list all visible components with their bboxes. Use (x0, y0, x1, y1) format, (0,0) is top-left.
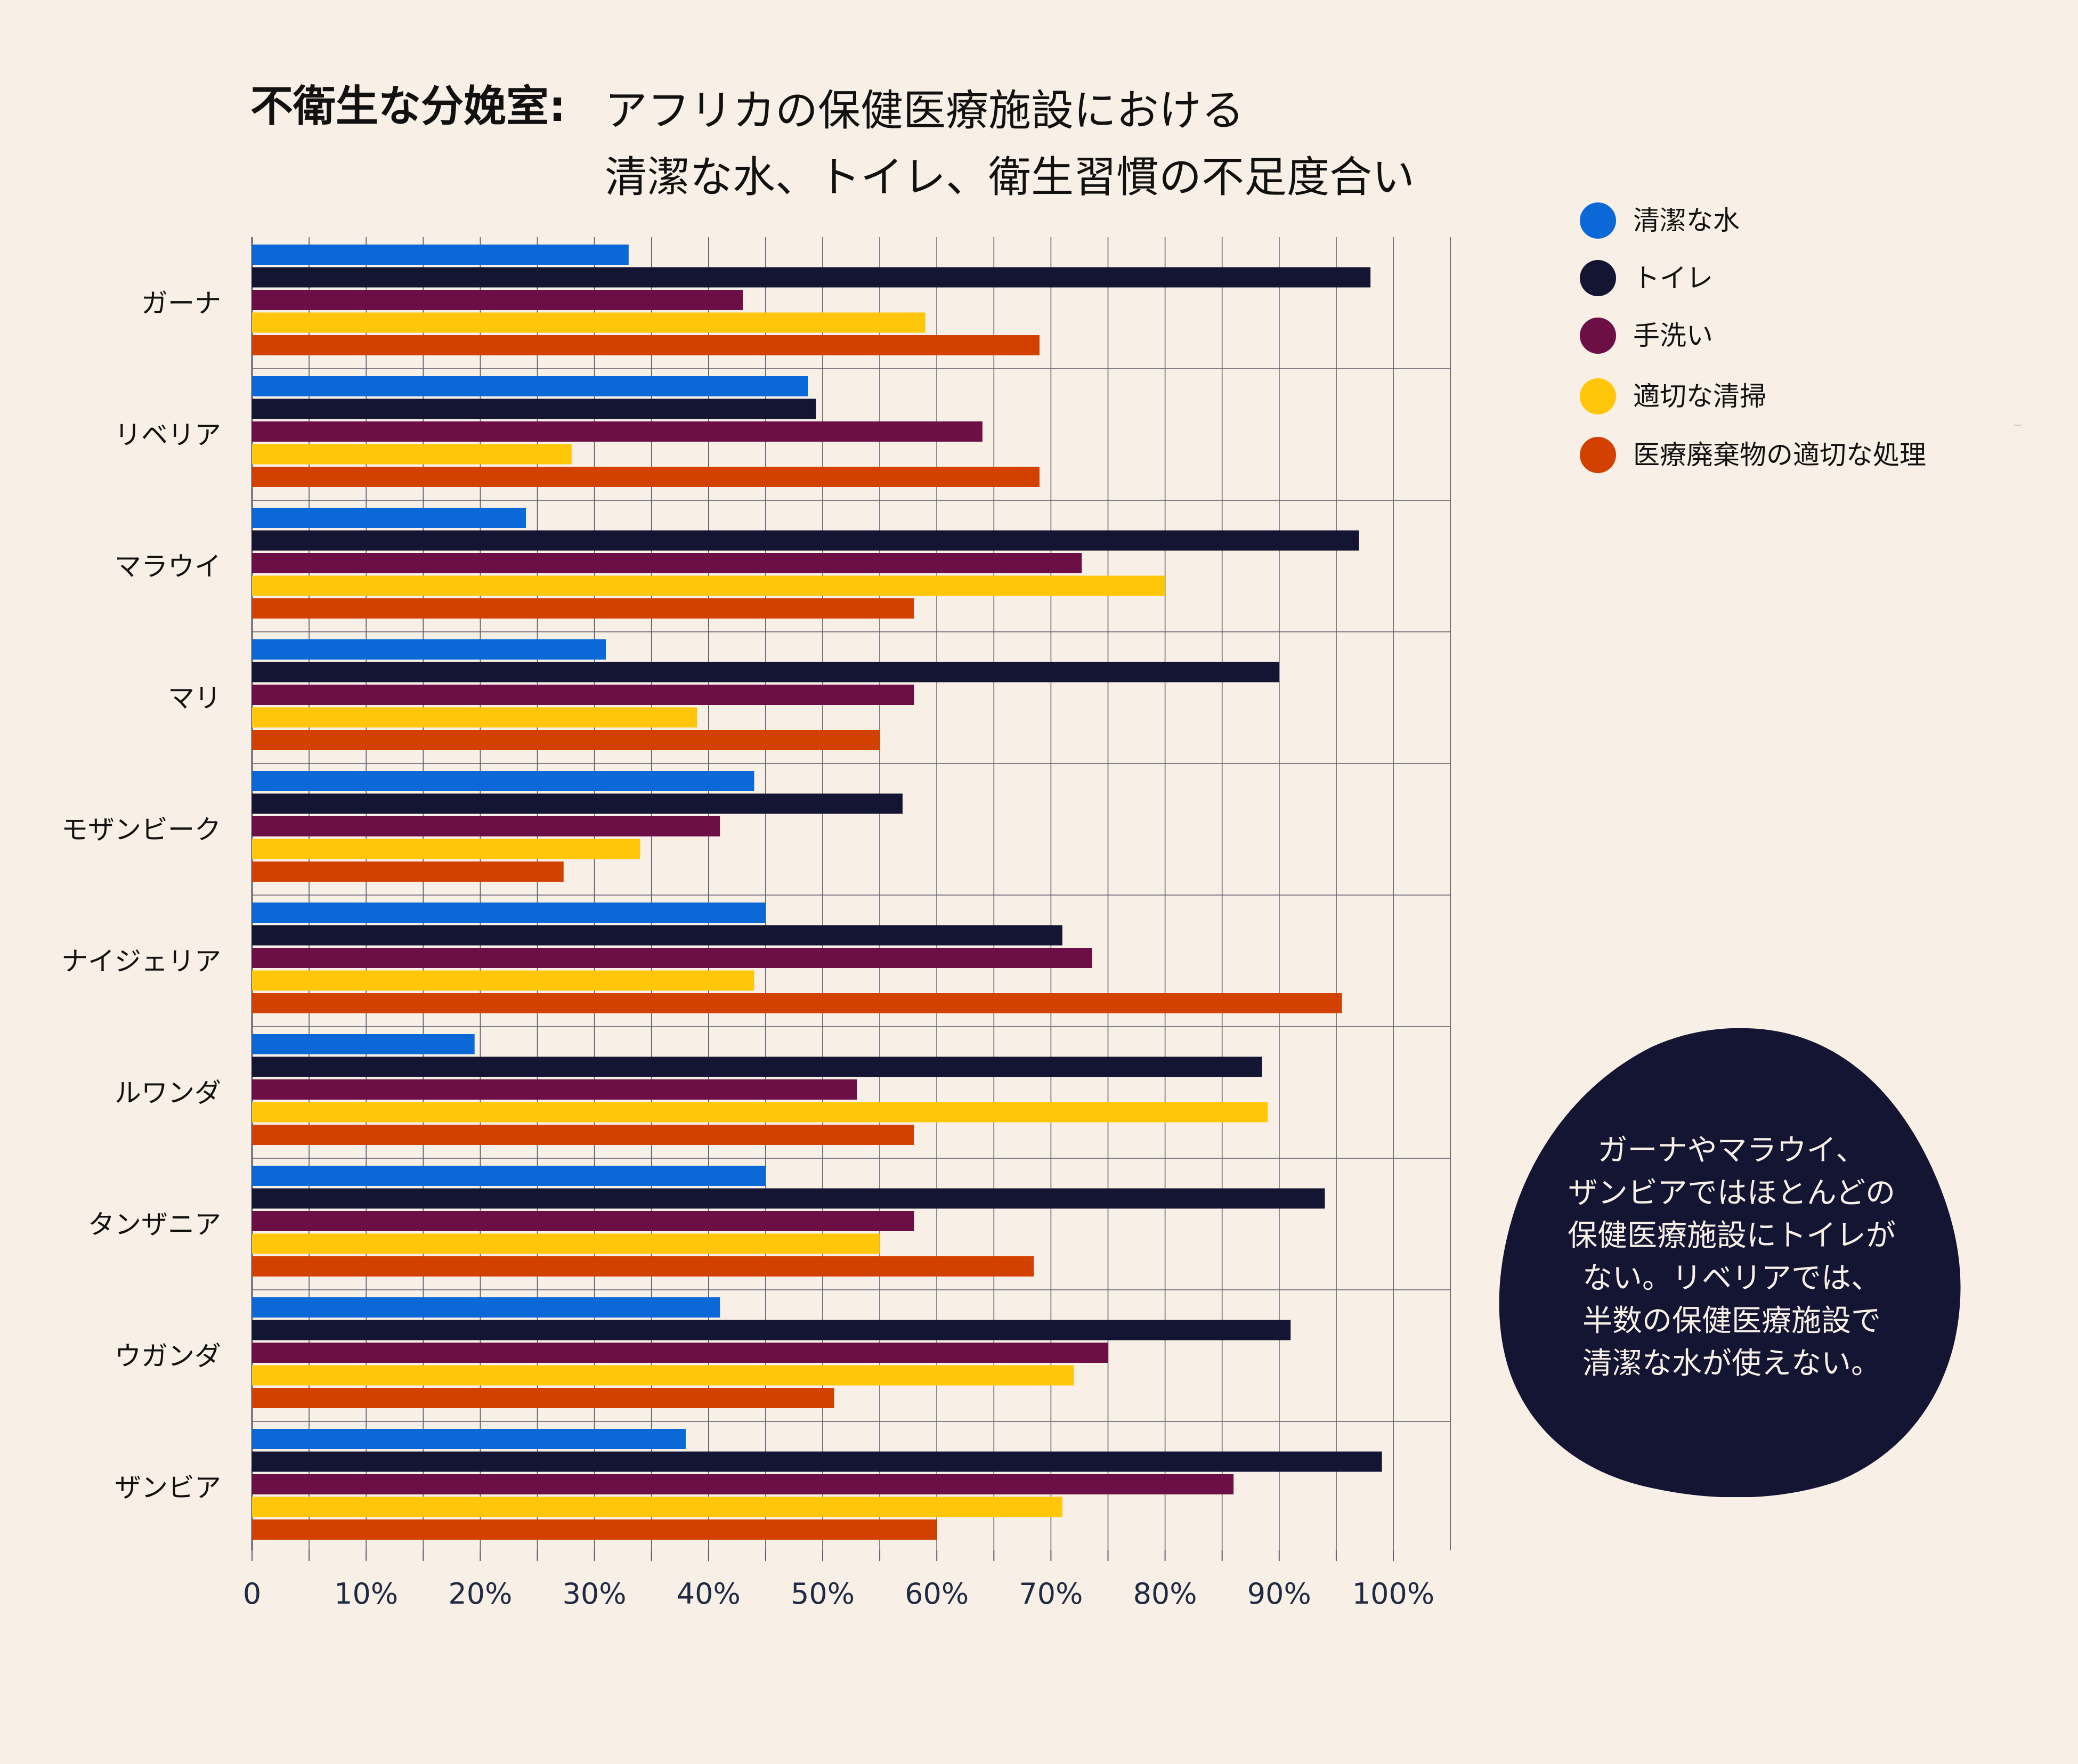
bar-5-2 (252, 467, 1040, 487)
bar-2-7 (252, 1056, 1262, 1077)
legend-dot-toilet (1580, 260, 1616, 296)
callout-blob-shape (1499, 1028, 1961, 1497)
bar-5-7 (252, 1125, 914, 1145)
x-tick-label: 100% (1352, 1577, 1434, 1611)
bar-5-6 (252, 993, 1342, 1013)
bar-1-6 (252, 903, 766, 923)
category-label: リベリア (115, 420, 221, 451)
bar-2-9 (252, 1320, 1291, 1340)
bar-3-10 (252, 1474, 1234, 1494)
bar-3-2 (252, 421, 983, 442)
bar-5-3 (252, 598, 914, 619)
bar-3-4 (252, 685, 914, 705)
bar-5-8 (252, 1256, 1034, 1277)
bar-2-4 (252, 662, 1279, 682)
x-tick-label: 10% (334, 1577, 398, 1611)
x-tick-label: 80% (1133, 1577, 1197, 1611)
legend-label-cleaning: 適切な清掃 (1633, 381, 1766, 412)
bar-1-5 (252, 771, 754, 791)
bar-4-1 (252, 312, 926, 333)
x-tick-label: 30% (563, 1577, 627, 1611)
x-tick-label: 50% (791, 1577, 855, 1611)
bar-4-2 (252, 444, 572, 465)
category-label: マリ (168, 683, 221, 714)
bar-3-9 (252, 1343, 1108, 1363)
legend-label-handwashing: 手洗い (1633, 320, 1713, 351)
bar-1-8 (252, 1166, 766, 1186)
category-label: ルワンダ (115, 1078, 221, 1109)
bar-2-3 (252, 530, 1359, 551)
category-label: ザンビア (115, 1473, 221, 1503)
bar-3-5 (252, 816, 720, 836)
x-tick-label: 60% (905, 1577, 969, 1611)
bar-1-1 (252, 245, 629, 265)
bar-4-7 (252, 1102, 1268, 1123)
title-line-2: 清潔な水、トイレ、衛生習慣の不足度合い (605, 152, 1415, 202)
bar-1-9 (252, 1297, 720, 1318)
category-label: ウガンダ (115, 1341, 221, 1372)
bar-2-1 (252, 267, 1371, 288)
bar-4-6 (252, 970, 754, 991)
bar-3-3 (252, 553, 1082, 573)
legend-dot-medical-waste (1580, 437, 1616, 473)
title-main: アフリカの保健医療施設における 清潔な水、トイレ、衛生習慣の不足度合い (605, 77, 1670, 210)
bar-2-8 (252, 1188, 1325, 1209)
x-tick-label: 90% (1247, 1577, 1311, 1611)
legend-label-clean-water: 清潔な水 (1633, 205, 1740, 236)
bar-3-8 (252, 1211, 914, 1231)
callout-bubble: ガーナやマラウイ、 ザンビアではほとんどの 保健医療施設にトイレが ない。リベリ… (1497, 1028, 1966, 1497)
bar-2-5 (252, 793, 903, 814)
decorative-dash (2014, 425, 2022, 426)
bar-1-4 (252, 639, 606, 660)
bar-4-8 (252, 1233, 880, 1254)
bar-5-1 (252, 335, 1040, 355)
bar-4-5 (252, 839, 640, 859)
bar-1-7 (252, 1034, 475, 1054)
x-tick-label: 20% (448, 1577, 512, 1611)
category-label: ナイジェリア (61, 946, 221, 977)
bar-3-6 (252, 948, 1092, 968)
bar-5-10 (252, 1519, 937, 1540)
legend-label-medical-waste: 医療廃棄物の適切な処理 (1633, 440, 1926, 470)
legend-dot-clean-water (1580, 202, 1616, 239)
title-line-1: アフリカの保健医療施設における (605, 86, 1244, 135)
bar-1-10 (252, 1429, 686, 1449)
bar-2-2 (252, 399, 816, 419)
x-tick-label: 70% (1019, 1577, 1083, 1611)
bar-3-1 (252, 290, 743, 310)
bar-4-9 (252, 1365, 1074, 1386)
bar-3-7 (252, 1079, 857, 1100)
callout-text: ガーナやマラウイ、 ザンビアではほとんどの 保健医療施設にトイレが ない。リベリ… (1568, 1133, 1896, 1381)
legend-dot-handwashing (1580, 318, 1616, 354)
category-label: タンザニア (88, 1209, 221, 1240)
legend-dot-cleaning (1580, 378, 1616, 414)
bar-4-10 (252, 1497, 1062, 1517)
bar-5-4 (252, 730, 880, 750)
bar-1-2 (252, 376, 808, 396)
bar-5-5 (252, 861, 564, 882)
x-tick-label: 0 (243, 1577, 261, 1611)
title-bold: 不衛生な分娩室: (250, 82, 566, 131)
bar-2-6 (252, 925, 1062, 946)
bar-4-3 (252, 575, 1165, 596)
category-label: マラウイ (115, 551, 221, 582)
category-label: ガーナ (141, 288, 221, 319)
bar-5-9 (252, 1388, 834, 1408)
category-label: モザンビーク (61, 815, 221, 846)
x-tick-label: 40% (677, 1577, 741, 1611)
bar-4-4 (252, 707, 697, 728)
bar-1-3 (252, 508, 526, 528)
legend-label-toilet: トイレ (1633, 263, 1713, 294)
bar-2-10 (252, 1451, 1382, 1472)
